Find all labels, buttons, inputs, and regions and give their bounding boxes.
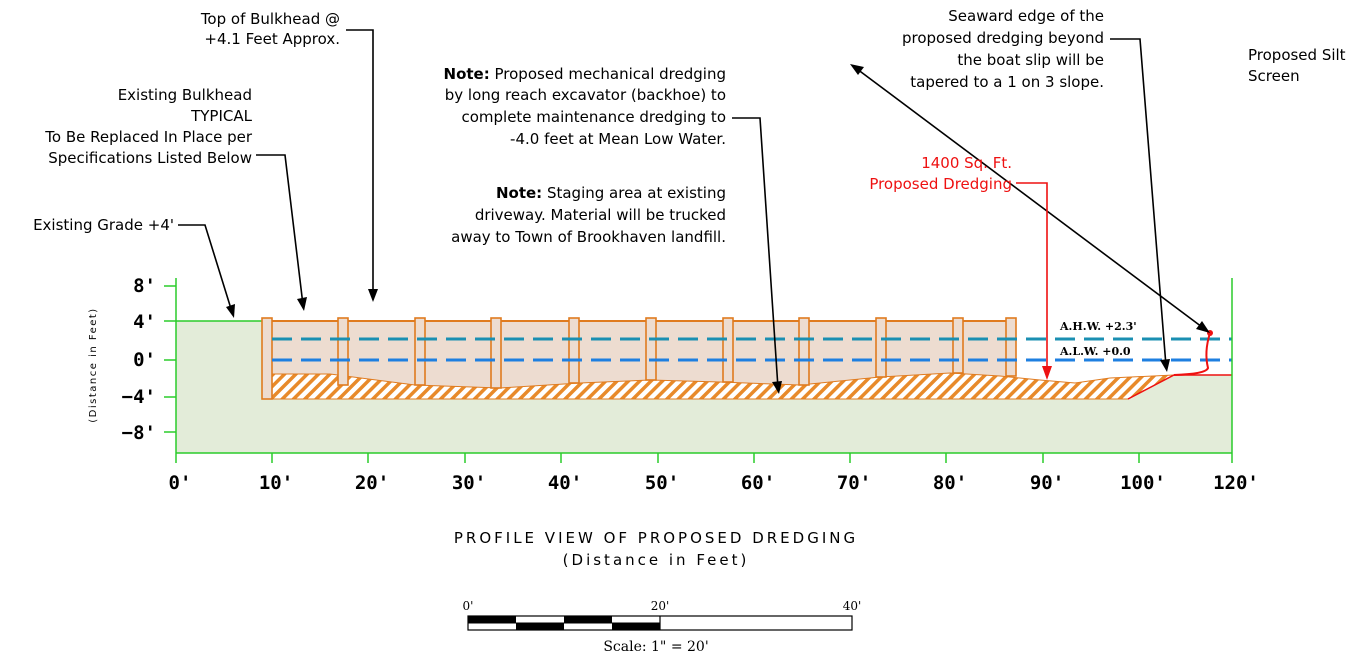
scale-caption: Scale: 1" = 20' — [603, 639, 708, 655]
svg-text:driveway. Material will be tru: driveway. Material will be trucked — [475, 206, 726, 224]
diagram-title: PROFILE VIEW OF PROPOSED DREDGING — [454, 529, 858, 547]
svg-text:40': 40' — [843, 599, 862, 613]
dredge-area-note: 1400 Sq. Ft. Proposed Dredging — [869, 154, 1012, 193]
y-tick-marks — [164, 285, 176, 433]
svg-text:0': 0' — [463, 599, 474, 613]
note-mechanical-dredging: Note: Proposed mechanical dredging by lo… — [444, 65, 726, 148]
y-tick-label: −8' — [122, 422, 156, 444]
y-tick-labels: 8' 4' 0' −4' −8' — [122, 275, 156, 444]
top-of-bulkhead-note: Top of Bulkhead @ +4.1 Feet Approx. — [200, 10, 340, 48]
x-tick-label: 40' — [548, 472, 582, 494]
svg-text:Note: Staging area at existing: Note: Staging area at existing — [496, 184, 726, 202]
svg-text:by long reach excavator (backh: by long reach excavator (backhoe) to — [445, 86, 726, 104]
y-axis-title: (Distance in Feet) — [88, 307, 99, 422]
y-tick-label: −4' — [122, 386, 156, 408]
existing-bulkhead-note: Existing Bulkhead TYPICAL To Be Replaced… — [44, 86, 253, 167]
seaward-edge-note: Seaward edge of the proposed dredging be… — [902, 7, 1104, 91]
svg-text:tapered to a 1 on 3 slope.: tapered to a 1 on 3 slope. — [910, 73, 1104, 91]
y-tick-label: 0' — [133, 349, 156, 371]
svg-text:the boat slip will be: the boat slip will be — [957, 51, 1104, 69]
silt-screen-note: Proposed Silt Screen — [1248, 46, 1346, 85]
x-tick-label: 120' — [1213, 472, 1259, 494]
svg-text:Note: Proposed mechanical dred: Note: Proposed mechanical dredging — [444, 65, 726, 83]
x-tick-label: 90' — [1030, 472, 1064, 494]
svg-text:20': 20' — [651, 599, 670, 613]
svg-text:Seaward edge of the: Seaward edge of the — [948, 7, 1104, 25]
diagram-subtitle: (Distance in Feet) — [563, 551, 750, 569]
svg-text:away to Town of Brookhaven lan: away to Town of Brookhaven landfill. — [451, 228, 726, 246]
svg-text:Specifications Listed Below: Specifications Listed Below — [48, 149, 252, 167]
svg-text:-4.0 feet at Mean Low Water.: -4.0 feet at Mean Low Water. — [510, 130, 726, 148]
x-tick-labels: 0' 10' 20' 30' 40' 50' 60' 70' 80' 90' 1… — [169, 472, 1259, 494]
y-tick-label: 8' — [133, 275, 156, 297]
x-tick-label: 10' — [259, 472, 293, 494]
svg-text:To Be Replaced In Place per: To Be Replaced In Place per — [44, 128, 253, 146]
x-tick-label: 30' — [452, 472, 486, 494]
dredge-leader — [1016, 182, 1048, 372]
svg-text:TYPICAL: TYPICAL — [190, 107, 253, 125]
y-tick-label: 4' — [133, 311, 156, 333]
svg-text:Proposed Silt: Proposed Silt — [1248, 46, 1346, 64]
x-tick-label: 100' — [1120, 472, 1166, 494]
ground-profile — [176, 321, 1232, 453]
leader-lines — [178, 29, 1207, 389]
dredge-arrowhead — [1042, 366, 1052, 380]
svg-text:1400 Sq. Ft.: 1400 Sq. Ft. — [921, 154, 1012, 172]
dredge-hatch — [261, 372, 1175, 400]
svg-text:Existing Bulkhead: Existing Bulkhead — [118, 86, 252, 104]
svg-text:Proposed Dredging: Proposed Dredging — [869, 175, 1012, 193]
scale-bar-labels: 0' 20' 40' — [463, 599, 862, 613]
x-tick-label: 80' — [933, 472, 967, 494]
alw-label: A.L.W. +0.0 — [1059, 345, 1131, 358]
scale-bar — [467, 615, 853, 631]
ahw-label: A.H.W. +2.3' — [1059, 320, 1137, 333]
svg-text:+4.1 Feet Approx.: +4.1 Feet Approx. — [204, 30, 340, 48]
svg-text:complete maintenance dredging: complete maintenance dredging to — [461, 108, 726, 126]
leader-arrowheads — [226, 64, 1210, 394]
x-tick-label: 70' — [837, 472, 871, 494]
silt-screen — [1173, 332, 1211, 376]
bulkhead-piles — [261, 317, 1017, 400]
x-tick-label: 60' — [741, 472, 775, 494]
note-staging-area: Note: Staging area at existing driveway.… — [451, 184, 726, 246]
svg-text:proposed dredging beyond: proposed dredging beyond — [902, 29, 1104, 47]
x-tick-label: 50' — [645, 472, 679, 494]
x-tick-marks — [175, 453, 1233, 463]
x-tick-label: 20' — [355, 472, 389, 494]
x-tick-label: 0' — [169, 472, 192, 494]
svg-text:Top of Bulkhead @: Top of Bulkhead @ — [200, 10, 340, 28]
svg-text:Screen: Screen — [1248, 67, 1300, 85]
existing-grade-note: Existing Grade +4' — [33, 216, 174, 234]
